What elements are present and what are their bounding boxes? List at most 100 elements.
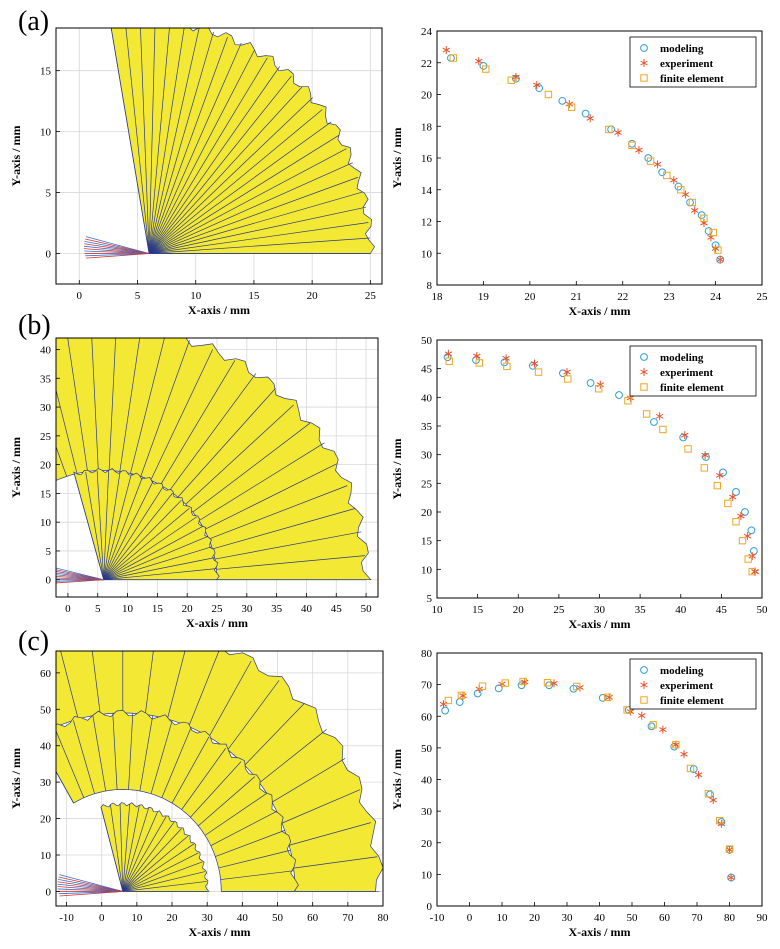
marker-square bbox=[704, 790, 713, 798]
arc-segment bbox=[92, 715, 107, 792]
arc-segment bbox=[216, 555, 365, 570]
marker-square bbox=[573, 682, 581, 691]
y-tick-label: 40 bbox=[421, 392, 433, 404]
marker-square bbox=[700, 214, 708, 223]
ray bbox=[57, 883, 123, 892]
middle-segments bbox=[56, 709, 299, 892]
panel-label-b: (b) bbox=[18, 310, 51, 341]
arc-segment bbox=[122, 861, 203, 892]
y-tick-label: 50 bbox=[421, 743, 433, 755]
ray bbox=[85, 236, 150, 254]
x-tick-label: 20 bbox=[167, 912, 179, 924]
y-axis-label: Y-axis / mm bbox=[390, 439, 404, 500]
x-axis-label: X-axis / mm bbox=[569, 304, 631, 318]
marker-circle bbox=[749, 547, 758, 555]
marker-square bbox=[503, 362, 511, 371]
arc-segment bbox=[148, 121, 332, 254]
arc-segment bbox=[181, 748, 226, 810]
y-tick-label: 20 bbox=[40, 814, 52, 826]
marker-square bbox=[672, 741, 680, 749]
arc-fill bbox=[56, 709, 299, 892]
series-modeling bbox=[443, 353, 758, 555]
arc-segment bbox=[103, 476, 143, 580]
x-tick-label: 70 bbox=[342, 912, 354, 924]
marker-square bbox=[744, 555, 752, 563]
marker-asterisk-stroke bbox=[655, 413, 664, 419]
arc-segment bbox=[244, 703, 305, 766]
x-tick-label: 25 bbox=[553, 604, 565, 616]
arc-segment bbox=[91, 338, 99, 471]
arc-segment bbox=[74, 474, 105, 580]
arc-segment bbox=[60, 651, 79, 720]
arc-segment bbox=[148, 28, 156, 254]
x-tick-label: 22 bbox=[617, 291, 628, 303]
x-tick-label: 30 bbox=[202, 912, 214, 924]
marker-asterisk-stroke bbox=[502, 355, 510, 361]
marker-square bbox=[748, 567, 756, 576]
arc-segment bbox=[148, 66, 280, 254]
y-tick-label: 60 bbox=[40, 668, 52, 680]
x-tick-label: 10 bbox=[497, 912, 509, 924]
marker-square bbox=[623, 706, 631, 714]
marker-square bbox=[686, 764, 695, 773]
marker-circle bbox=[447, 54, 455, 62]
marker-circle bbox=[473, 689, 482, 698]
arc-segment bbox=[215, 830, 285, 857]
marker-square bbox=[501, 679, 509, 687]
arc-segment bbox=[220, 870, 294, 880]
x-tick-label: 15 bbox=[248, 290, 260, 302]
x-tick-label: 25 bbox=[365, 290, 377, 302]
arc-segment bbox=[149, 162, 353, 254]
y-tick-label: 10 bbox=[421, 248, 433, 260]
arc-segment bbox=[210, 811, 277, 846]
arc-segment bbox=[119, 804, 124, 892]
marker-asterisk-stroke bbox=[512, 74, 520, 80]
y-axis-label: Y-axis / mm bbox=[390, 749, 404, 810]
marker-asterisk-stroke bbox=[473, 353, 481, 359]
arc-segment bbox=[103, 516, 197, 581]
x-tick-label: -10 bbox=[59, 912, 74, 924]
x-tick-label: 30 bbox=[241, 603, 253, 615]
x-tick-label: 15 bbox=[472, 604, 484, 616]
arc-segment bbox=[91, 651, 101, 715]
marker-square bbox=[544, 90, 553, 99]
y-tick-label: 20 bbox=[421, 507, 433, 519]
marker-square bbox=[709, 228, 717, 237]
arc-segment bbox=[122, 808, 149, 892]
marker-asterisk-stroke bbox=[681, 192, 690, 197]
marker-square bbox=[738, 536, 747, 545]
x-tick-label: 10 bbox=[131, 912, 143, 924]
arc-segment bbox=[281, 789, 361, 824]
series-finite-element bbox=[449, 54, 722, 254]
ray bbox=[83, 248, 150, 254]
marker-asterisk-stroke bbox=[530, 361, 539, 366]
axes-2 bbox=[56, 338, 378, 597]
x-tick-label: 35 bbox=[271, 603, 283, 615]
marker-asterisk-stroke bbox=[680, 751, 688, 757]
arc-segment bbox=[148, 109, 323, 254]
arc-segment bbox=[108, 338, 116, 471]
marker-asterisk-stroke bbox=[635, 147, 643, 153]
x-tick-label: 19 bbox=[478, 291, 490, 303]
marker-asterisk-stroke bbox=[716, 472, 724, 478]
arc-segment bbox=[148, 28, 185, 254]
x-tick-label: -10 bbox=[430, 912, 445, 924]
y-tick-label: 0 bbox=[427, 901, 433, 913]
series-experiment bbox=[439, 678, 735, 882]
arc-segment bbox=[103, 481, 154, 580]
x-tick-label: 70 bbox=[692, 912, 704, 924]
x-tick-label: 40 bbox=[594, 912, 606, 924]
marker-square bbox=[663, 171, 671, 180]
y-tick-label: 5 bbox=[46, 188, 52, 200]
arc-segment bbox=[160, 360, 236, 486]
marker-asterisk-stroke bbox=[640, 60, 648, 66]
arc-segment bbox=[122, 821, 175, 892]
marker-square bbox=[624, 397, 632, 405]
marker-square bbox=[732, 518, 740, 526]
x-tick-label: 30 bbox=[594, 604, 606, 616]
marker-asterisk-stroke bbox=[670, 177, 678, 183]
x-tick-label: 80 bbox=[378, 912, 390, 924]
axes-frame-1: 18 19 20 21 22 23 24 25 8 10 12 14 16 18 20 22 24 X-axis … bbox=[390, 26, 768, 318]
arc-segment bbox=[103, 526, 203, 581]
